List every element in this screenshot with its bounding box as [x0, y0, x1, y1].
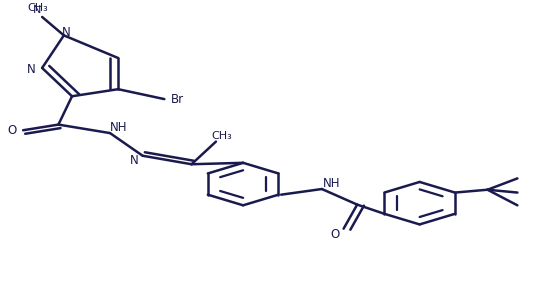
Text: NH: NH: [323, 177, 340, 190]
Text: CH₃: CH₃: [211, 131, 232, 141]
Text: NH: NH: [109, 121, 127, 134]
Text: O: O: [331, 228, 340, 241]
Text: N: N: [27, 63, 35, 76]
Text: Br: Br: [171, 93, 185, 106]
Text: CH₃: CH₃: [27, 3, 48, 13]
Text: N: N: [33, 5, 41, 15]
Text: O: O: [8, 124, 17, 137]
Text: N: N: [62, 26, 71, 39]
Text: N: N: [130, 154, 139, 167]
